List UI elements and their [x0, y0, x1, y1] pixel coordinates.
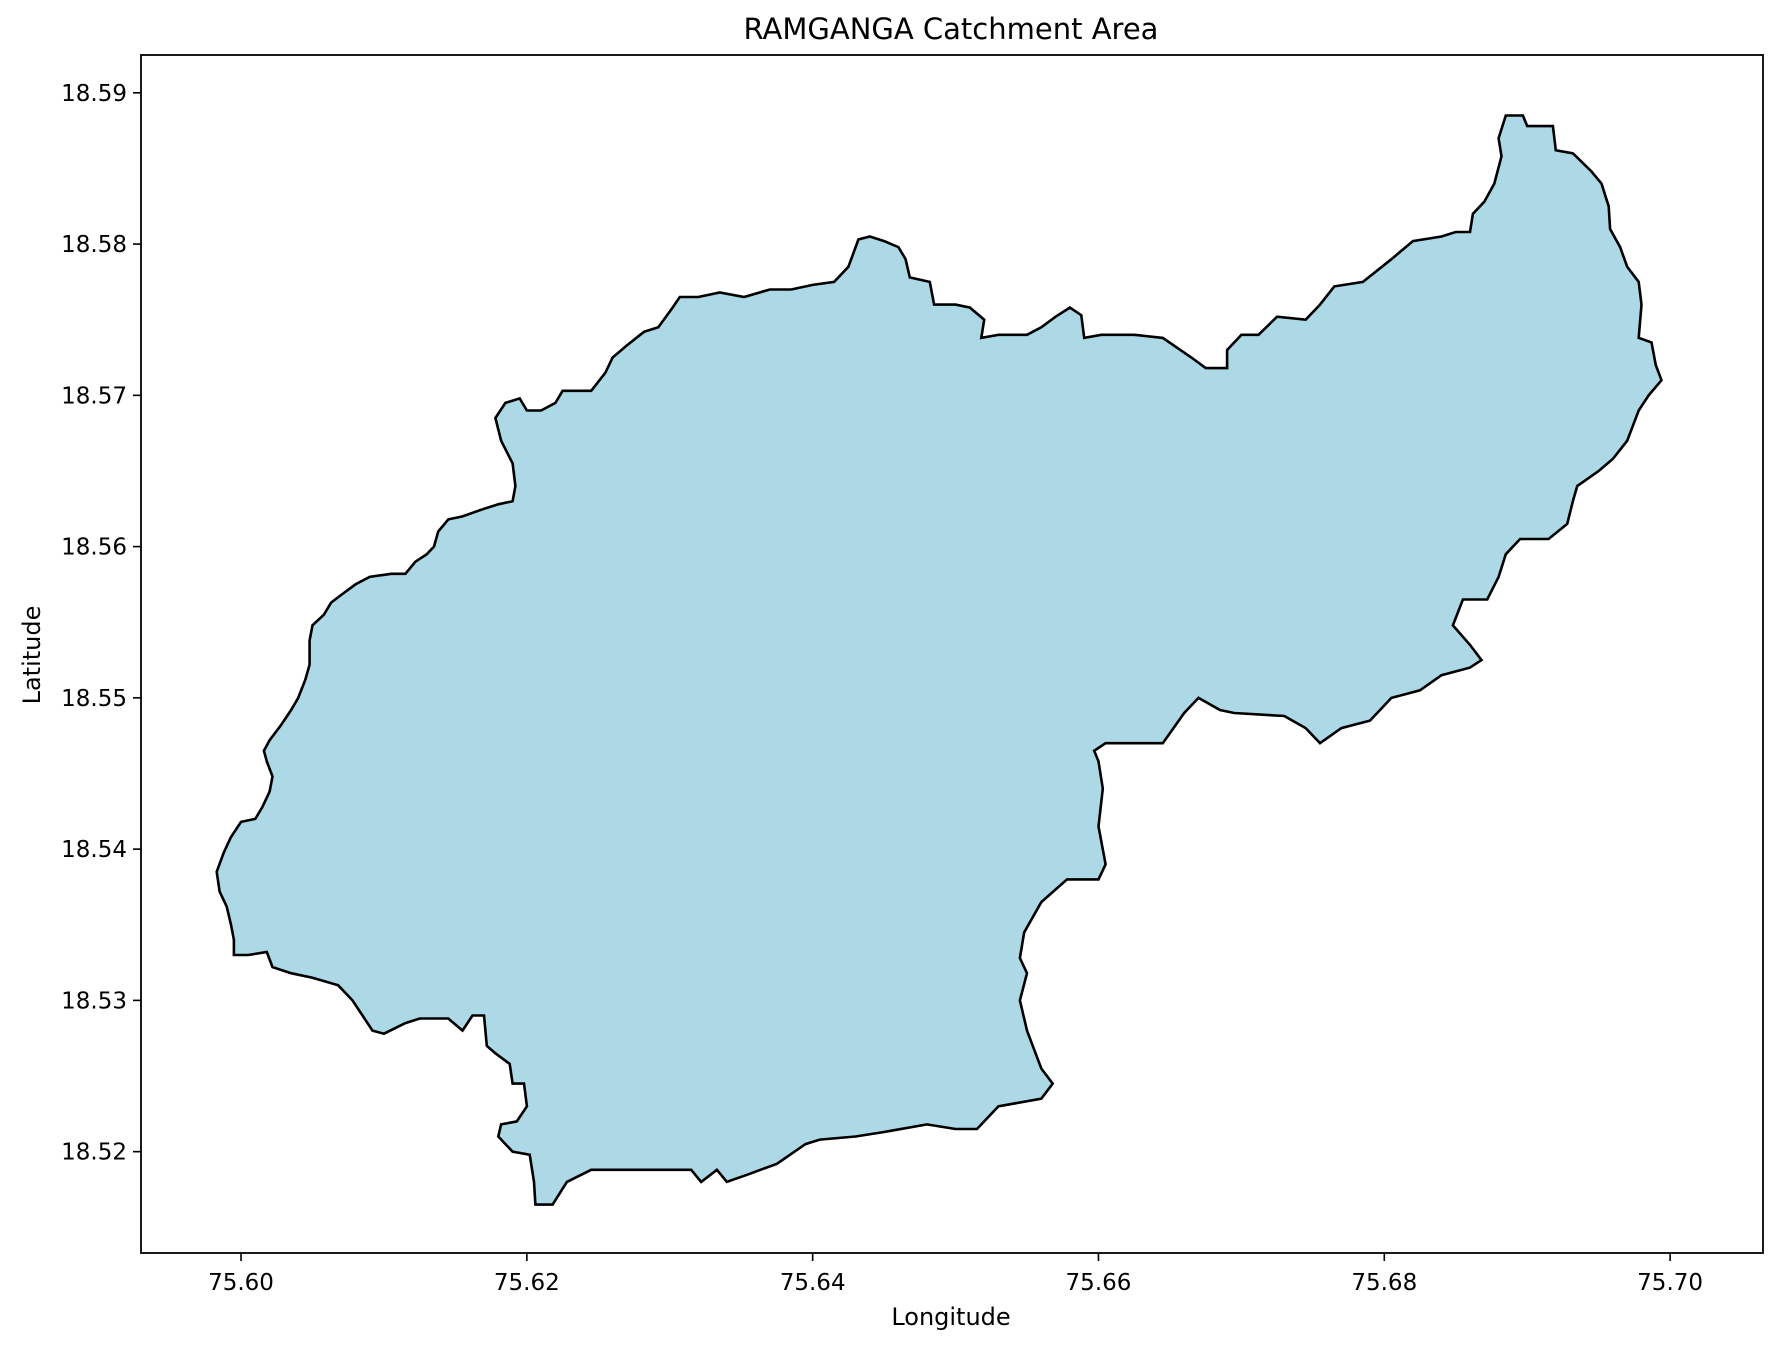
y-tick-label: 18.52 — [61, 1140, 127, 1166]
x-tick-label: 75.60 — [208, 1270, 274, 1296]
x-axis: 75.60 75.62 75.64 75.66 75.68 75.70 — [208, 1253, 1703, 1296]
y-tick-label: 18.53 — [61, 988, 127, 1014]
y-axis: 18.59 18.58 18.57 18.56 18.55 18.54 18.53 18.52 — [61, 81, 141, 1166]
y-tick-label: 18.59 — [61, 81, 127, 107]
plot-area — [215, 114, 1663, 1206]
y-tick-label: 18.58 — [61, 232, 127, 258]
y-axis-label: Latitude — [18, 606, 46, 705]
x-tick-label: 75.62 — [494, 1270, 560, 1296]
y-tick-label: 18.55 — [61, 686, 127, 712]
chart-title: RAMGANGA Catchment Area — [744, 12, 1159, 46]
x-tick-label: 75.64 — [780, 1270, 846, 1296]
catchment-polygon — [215, 114, 1663, 1206]
x-tick-label: 75.68 — [1351, 1270, 1417, 1296]
y-tick-label: 18.56 — [61, 535, 127, 561]
x-axis-label: Longitude — [891, 1303, 1010, 1331]
y-tick-label: 18.54 — [61, 837, 127, 863]
x-tick-label: 75.70 — [1637, 1270, 1703, 1296]
x-tick-label: 75.66 — [1066, 1270, 1132, 1296]
plot-frame — [140, 54, 1764, 1254]
y-tick-label: 18.57 — [61, 383, 127, 409]
